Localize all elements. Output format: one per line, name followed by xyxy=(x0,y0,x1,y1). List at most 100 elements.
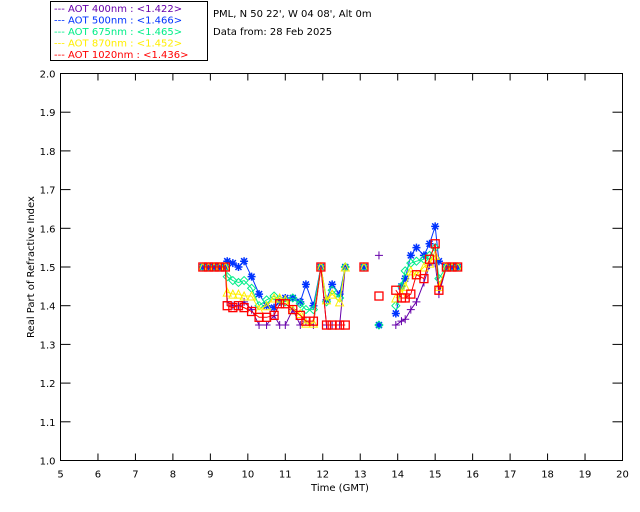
y-tick-label: 1.0 xyxy=(40,457,56,468)
asterisk-marker xyxy=(425,239,434,248)
square-marker xyxy=(434,285,444,295)
x-tick-label: 19 xyxy=(579,470,592,481)
asterisk-marker xyxy=(247,272,256,281)
asterisk-marker xyxy=(359,263,368,271)
x-tick-label: 11 xyxy=(279,470,292,481)
plus-marker xyxy=(255,321,264,330)
triangle-marker xyxy=(228,288,238,299)
x-tick-label: 16 xyxy=(466,470,479,481)
diamond-marker xyxy=(261,295,272,305)
y-tick-label: 1.7 xyxy=(40,186,56,197)
x-tick-label: 14 xyxy=(391,470,404,481)
diamond-marker xyxy=(400,266,410,276)
y-tick-label: 1.1 xyxy=(40,418,56,429)
square-marker xyxy=(288,304,298,315)
square-marker xyxy=(215,262,225,272)
square-marker xyxy=(321,320,332,330)
square-marker xyxy=(269,310,279,321)
axes: 5 6 7 8 9 10 11 12 13 14 15 16 17 18 19 20 1.0 1.1 1.2 1.3 1… xyxy=(40,70,629,481)
square-marker xyxy=(406,289,416,299)
y-tick-label: 1.3 xyxy=(40,340,56,351)
square-marker xyxy=(374,291,384,301)
plus-marker xyxy=(262,321,271,330)
x-tick-label: 20 xyxy=(616,470,629,481)
x-tick-label: 15 xyxy=(429,470,442,481)
plus-marker xyxy=(406,305,415,314)
asterisk-marker xyxy=(270,303,279,312)
x-axis-label: Time (GMT) xyxy=(310,483,369,494)
asterisk-marker xyxy=(223,257,232,266)
y-tick-label: 1.4 xyxy=(40,302,56,313)
series-aot-500nm xyxy=(198,222,462,330)
square-marker xyxy=(391,285,401,295)
asterisk-marker xyxy=(391,309,400,318)
diamond-marker xyxy=(374,320,384,330)
legend-entry: --- AOT 675nm : <1.465> xyxy=(54,27,182,38)
asterisk-marker xyxy=(255,290,264,299)
triangle-marker xyxy=(308,317,319,328)
square-marker xyxy=(203,262,214,272)
triangle-marker xyxy=(327,288,337,299)
x-tick-label: 8 xyxy=(170,470,176,481)
square-marker xyxy=(209,262,219,272)
square-marker xyxy=(419,273,429,284)
asterisk-marker xyxy=(341,263,350,271)
diamond-marker xyxy=(288,293,298,303)
series-aot-1020nm xyxy=(198,239,463,330)
square-marker xyxy=(340,320,350,330)
asterisk-marker xyxy=(434,257,443,266)
legend-box xyxy=(50,1,208,61)
x-tick-label: 13 xyxy=(354,470,367,481)
asterisk-marker xyxy=(240,257,249,266)
square-marker xyxy=(280,299,290,309)
asterisk-marker xyxy=(301,280,310,289)
plus-marker xyxy=(401,315,410,324)
square-marker xyxy=(275,299,285,309)
diamond-marker xyxy=(391,300,401,311)
x-tick-label: 7 xyxy=(132,470,138,481)
square-marker xyxy=(452,262,463,272)
diamond-marker xyxy=(228,275,238,286)
x-tick-label: 5 xyxy=(57,470,63,481)
y-tick-label: 1.2 xyxy=(40,379,56,390)
square-marker xyxy=(228,302,238,313)
diamond-marker xyxy=(308,304,319,315)
diamond-marker xyxy=(222,271,232,282)
square-marker xyxy=(441,262,452,272)
legend-entry: --- AOT 870nm : <1.452> xyxy=(54,39,182,50)
x-tick-label: 18 xyxy=(541,470,554,481)
diamond-marker xyxy=(301,304,311,315)
x-tick-label: 9 xyxy=(207,470,213,481)
asterisk-marker xyxy=(234,263,243,271)
y-axis-label: Real Part of Refractive Index xyxy=(26,196,37,338)
legend: --- AOT 400nm : <1.422>--- AOT 500nm : <… xyxy=(54,4,188,61)
legend-entry: --- AOT 500nm : <1.466> xyxy=(54,16,182,27)
triangle-marker xyxy=(246,290,257,301)
square-marker xyxy=(447,262,457,272)
asterisk-marker xyxy=(228,259,237,268)
asterisk-marker xyxy=(406,251,415,260)
asterisk-marker xyxy=(296,297,305,306)
diamond-marker xyxy=(239,275,249,286)
asterisk-marker xyxy=(374,321,383,330)
square-marker xyxy=(295,310,305,321)
y-tick-label: 1.8 xyxy=(40,147,56,158)
y-tick-label: 1.5 xyxy=(40,263,56,274)
triangle-marker xyxy=(340,261,351,272)
y-tick-label: 1.9 xyxy=(40,108,56,119)
diamond-marker xyxy=(295,299,305,309)
triangle-marker xyxy=(261,300,272,311)
plus-marker xyxy=(412,297,421,306)
square-marker xyxy=(424,254,435,264)
x-tick-label: 17 xyxy=(504,470,517,481)
square-marker xyxy=(246,306,257,317)
chart-title-line-2: Data from: 28 Feb 2025 xyxy=(213,27,332,38)
square-marker xyxy=(359,262,369,272)
square-marker xyxy=(233,301,244,311)
legend-entry: --- AOT 1020nm : <1.436> xyxy=(54,50,188,61)
triangle-marker xyxy=(269,292,279,303)
asterisk-marker xyxy=(453,263,462,271)
square-marker xyxy=(308,316,319,326)
x-tick-label: 12 xyxy=(316,470,329,481)
